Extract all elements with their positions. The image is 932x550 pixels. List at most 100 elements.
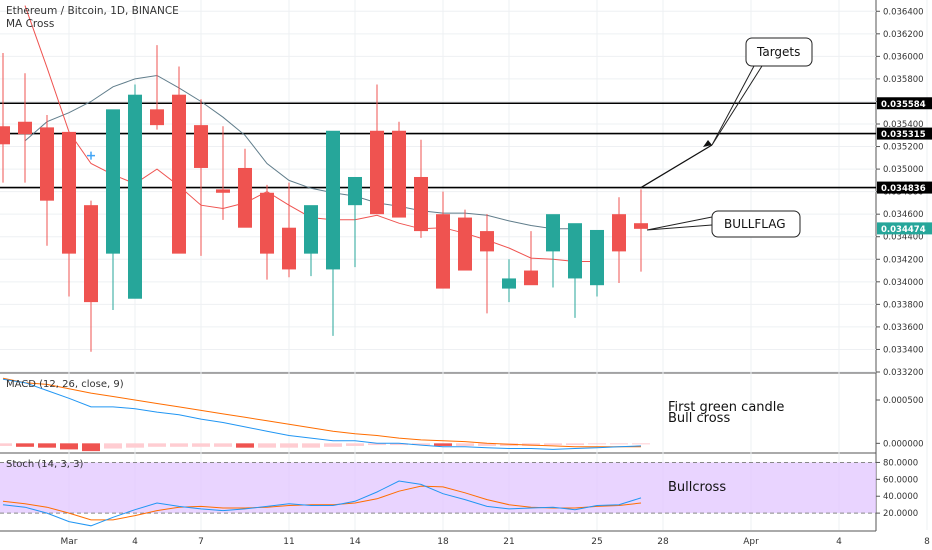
time-tick-label: 14 bbox=[349, 537, 361, 547]
candle-body bbox=[436, 214, 450, 289]
ma-slow-line bbox=[24, 74, 575, 230]
price-tick-label: 0.033800 bbox=[883, 300, 924, 310]
price-tick-label: 0.033200 bbox=[883, 368, 924, 378]
stoch-tick-label: 20.0000 bbox=[883, 509, 918, 519]
macd-histogram-bar bbox=[632, 443, 650, 445]
stoch-k-line bbox=[2, 480, 642, 527]
candle-body bbox=[502, 278, 516, 289]
price-tick-label: 0.036400 bbox=[883, 7, 924, 17]
key-level-tag bbox=[877, 97, 932, 110]
time-tick-label: 8 bbox=[924, 537, 930, 547]
indicator-name: MA Cross bbox=[6, 18, 55, 30]
stoch-annotation-bullcross: Bullcross bbox=[668, 480, 727, 495]
macd-histogram-bar bbox=[324, 443, 342, 447]
stoch-band-fill bbox=[0, 462, 876, 514]
macd-histogram-bar bbox=[390, 443, 408, 446]
candle-body bbox=[304, 205, 318, 254]
macd-histogram-bar bbox=[478, 443, 496, 446]
price-tick-label: 0.036000 bbox=[883, 52, 924, 62]
candle-body bbox=[128, 94, 142, 299]
time-tick-label: 11 bbox=[283, 537, 294, 547]
candle-body bbox=[106, 109, 120, 254]
price-tick-label: 0.036200 bbox=[883, 30, 924, 40]
macd-histogram-bar bbox=[412, 443, 430, 446]
price-tick-label: 0.035000 bbox=[883, 165, 924, 175]
candle-body bbox=[568, 223, 582, 279]
macd-histogram-bar bbox=[302, 443, 320, 448]
macd-histogram-bar bbox=[0, 443, 12, 446]
time-tick-label: 4 bbox=[836, 537, 842, 547]
candle-body bbox=[348, 176, 362, 206]
macd-label: MACD (12, 26, close, 9) bbox=[6, 379, 124, 390]
key-level-label: 0.035584 bbox=[881, 100, 926, 110]
stoch-tick-label: 60.0000 bbox=[883, 475, 918, 485]
macd-histogram-bar bbox=[566, 443, 584, 446]
macd-annotation-first-green: First green candle bbox=[668, 400, 785, 415]
candle-body bbox=[150, 109, 164, 126]
symbol-title: Ethereum / Bitcoin, 1D, BINANCE bbox=[6, 5, 179, 17]
macd-signal-line bbox=[2, 377, 641, 448]
time-tick-label: 25 bbox=[591, 537, 602, 547]
macd-histogram-bar bbox=[60, 443, 78, 450]
candle-body bbox=[392, 130, 406, 218]
stoch-tick-label: 40.0000 bbox=[883, 492, 918, 502]
targets-arrow bbox=[640, 144, 713, 189]
candle-body bbox=[370, 130, 384, 215]
macd-histogram-bar bbox=[82, 443, 100, 452]
macd-histogram-bar bbox=[236, 443, 254, 448]
time-tick-label: 7 bbox=[198, 537, 204, 547]
candle-body bbox=[194, 125, 208, 168]
macd-histogram-bar bbox=[588, 443, 606, 445]
macd-histogram-bar bbox=[170, 443, 188, 447]
stoch-label: Stoch (14, 3, 3) bbox=[6, 459, 84, 470]
macd-line bbox=[2, 378, 642, 450]
candle-body bbox=[326, 130, 340, 270]
time-tick-label: 18 bbox=[437, 537, 449, 547]
macd-axis: 0.000500 0.000000 bbox=[876, 396, 924, 449]
macd-histogram-bar bbox=[346, 443, 364, 446]
stoch-axis: 80.0000 60.0000 40.0000 20.0000 bbox=[876, 458, 918, 519]
macd-histogram-bar bbox=[368, 443, 386, 446]
candle-body bbox=[524, 270, 538, 286]
targets-callout-box bbox=[745, 37, 813, 67]
key-level-tag bbox=[877, 181, 932, 194]
stoch-d-line bbox=[2, 485, 642, 521]
time-tick-label: 21 bbox=[503, 537, 514, 547]
macd-histogram-bar bbox=[434, 443, 452, 446]
macd-histogram bbox=[0, 443, 650, 452]
macd-histogram-bar bbox=[544, 443, 562, 446]
price-tick-label: 0.034400 bbox=[883, 233, 924, 243]
candle-body bbox=[282, 227, 296, 270]
candle-body bbox=[238, 167, 252, 228]
macd-histogram-bar bbox=[192, 443, 210, 447]
candle-body bbox=[612, 214, 626, 252]
candle-body bbox=[216, 189, 230, 193]
macd-histogram-bar bbox=[126, 443, 144, 448]
candle-body bbox=[62, 131, 76, 254]
price-tick-label: 0.035200 bbox=[883, 143, 924, 153]
candle-body bbox=[172, 94, 186, 254]
candle-body bbox=[40, 127, 54, 201]
stoch-tick-label: 80.0000 bbox=[883, 458, 918, 468]
candle-body bbox=[590, 229, 604, 286]
time-tick-label: Apr bbox=[743, 537, 759, 547]
candles bbox=[0, 45, 648, 352]
macd-tick-label: 0.000500 bbox=[883, 396, 924, 406]
macd-tick-label: 0.000000 bbox=[883, 439, 924, 449]
candle-body bbox=[18, 121, 32, 135]
time-axis: Mar 4 7 11 14 18 21 25 28 Apr 4 8 bbox=[61, 537, 931, 547]
key-level-tag bbox=[877, 127, 932, 140]
candle-body bbox=[458, 217, 472, 271]
ma-cross-marker bbox=[87, 151, 95, 160]
macd-histogram-bar bbox=[148, 443, 166, 447]
bullflag-callout-pointer bbox=[646, 216, 713, 231]
candle-body bbox=[0, 126, 10, 145]
price-tick-label: 0.034600 bbox=[883, 210, 924, 220]
candle-body bbox=[480, 231, 494, 252]
last-price-label: 0.034474 bbox=[881, 225, 926, 235]
macd-histogram-bar bbox=[280, 443, 298, 448]
bullflag-callout-box bbox=[711, 210, 801, 238]
price-tick-label: 0.033400 bbox=[883, 345, 924, 355]
